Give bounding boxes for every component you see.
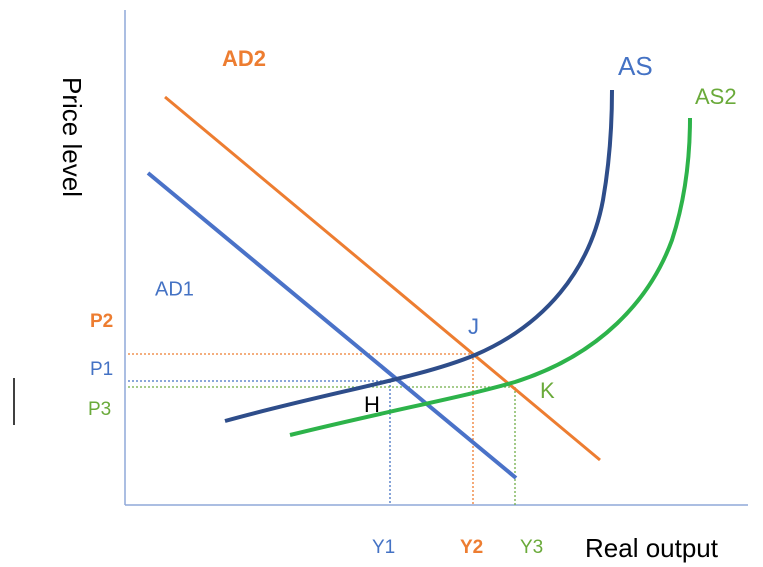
- y-axis-label: Price level: [57, 77, 87, 197]
- output-label: Y1: [372, 537, 395, 558]
- as-curve: [224, 89, 614, 423]
- curve-label: AS2: [695, 84, 737, 109]
- point-label: K: [540, 378, 555, 403]
- x-axis-label: Real output: [585, 533, 719, 563]
- ad2-curve: [164, 95, 601, 462]
- ad1-curve: [146, 171, 518, 480]
- point-label: J: [468, 314, 479, 339]
- curve-label: AS: [618, 51, 653, 81]
- curve-label: AD2: [222, 46, 266, 71]
- point-label: H: [364, 392, 380, 417]
- price-label: P2: [90, 311, 113, 332]
- output-label: Y2: [460, 537, 483, 558]
- as2-curve: [289, 117, 692, 437]
- price-label: P1: [90, 359, 113, 380]
- output-label: Y3: [520, 537, 543, 558]
- curve-label: AD1: [155, 278, 194, 300]
- price-label: P3: [88, 399, 111, 420]
